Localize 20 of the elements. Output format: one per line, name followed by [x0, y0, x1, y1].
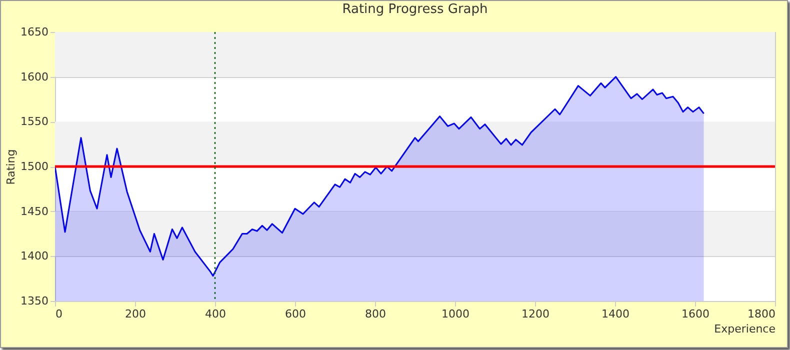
x-tick-label: 600: [285, 308, 306, 320]
x-tick-label: 1400: [602, 308, 630, 320]
y-tick-label: 1350: [20, 294, 48, 308]
chart-title: Rating Progress Graph: [342, 2, 488, 17]
x-tick-label: 1600: [682, 308, 710, 320]
x-tick-label: 400: [205, 308, 226, 320]
y-tick-label: 1450: [20, 204, 48, 218]
y-tick-label: 1400: [20, 250, 48, 263]
x-tick-label: 0: [56, 308, 62, 320]
y-tick-label: 1550: [20, 115, 48, 128]
x-tick-label: 200: [125, 308, 146, 320]
x-tick-label: 1800: [748, 308, 776, 320]
y-axis-title: Rating: [4, 149, 18, 185]
x-axis-title: Experience: [714, 322, 776, 336]
x-tick-label: 1200: [522, 308, 550, 320]
y-tick-label: 1600: [20, 70, 48, 84]
x-tick-label: 800: [365, 308, 386, 320]
y-tick-label: 1500: [20, 160, 48, 173]
x-tick-label: 1000: [442, 308, 470, 320]
y-tick-label: 1650: [20, 26, 48, 38]
